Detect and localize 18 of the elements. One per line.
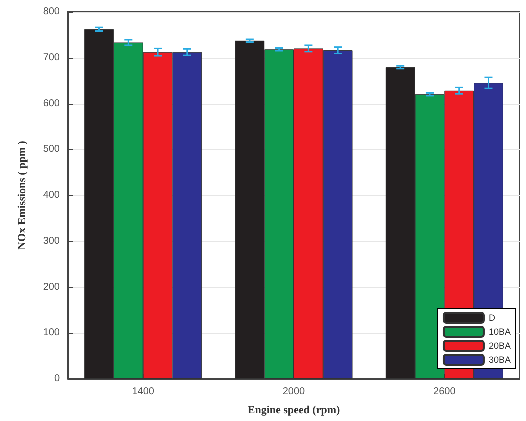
y-axis-title: NOx Emissions ( ppm )	[16, 140, 28, 250]
legend-label: D	[488, 313, 496, 323]
y-tick-label: 800	[43, 6, 60, 18]
x-axis-title: Engine speed (rpm)	[248, 404, 340, 416]
y-tick-label: 100	[43, 328, 60, 339]
legend-label: 30BA	[488, 355, 512, 365]
y-tick-label: 700	[43, 52, 60, 64]
y-tick-label: 0	[54, 374, 60, 384]
legend-label: 10BA	[488, 327, 512, 337]
legend-label: 20BA	[488, 341, 512, 351]
x-tick-label: 2000	[282, 386, 306, 398]
x-tick-label: 2600	[434, 386, 456, 398]
y-tick-label: 500	[43, 144, 60, 156]
y-tick-label: 400	[43, 190, 60, 201]
y-tick-label: 300	[43, 236, 60, 247]
x-tick-label: 1400	[132, 386, 155, 398]
y-tick-label: 600	[43, 98, 60, 110]
y-tick-label: 200	[43, 282, 60, 293]
